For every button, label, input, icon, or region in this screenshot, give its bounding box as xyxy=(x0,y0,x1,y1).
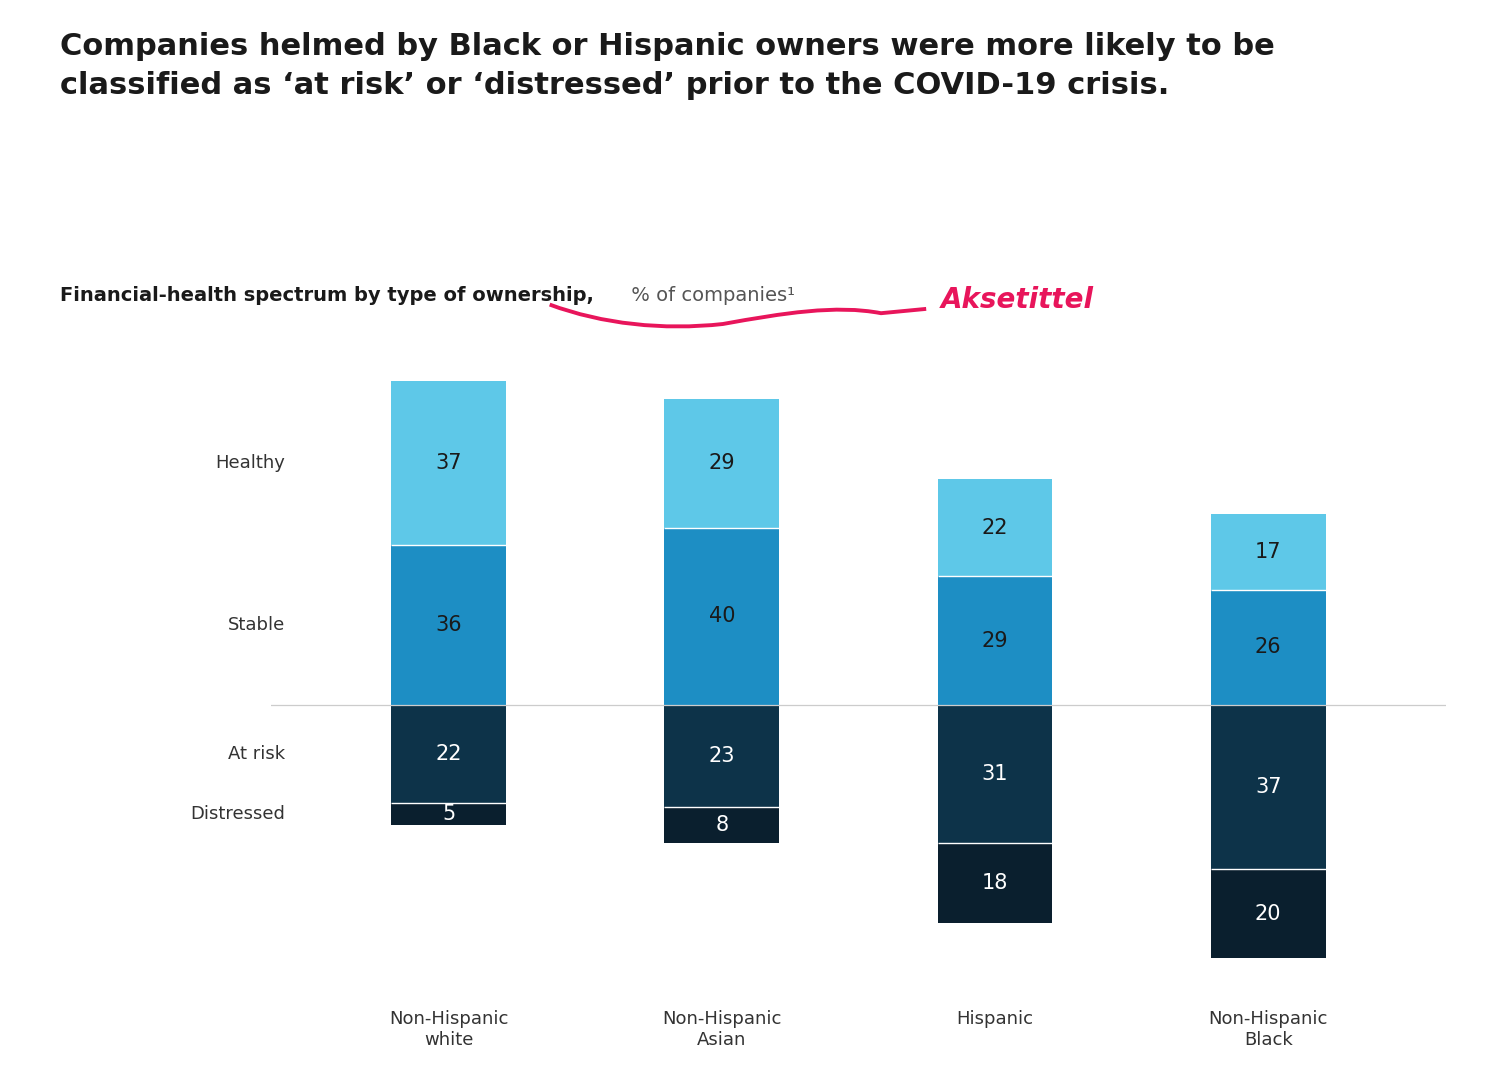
Bar xyxy=(1211,590,1325,705)
Text: Healthy: Healthy xyxy=(215,455,285,472)
Text: 29: 29 xyxy=(982,631,1009,651)
Text: Financial-health spectrum by type of ownership,: Financial-health spectrum by type of own… xyxy=(60,286,593,306)
Bar xyxy=(664,527,779,705)
Text: 17: 17 xyxy=(1254,542,1282,562)
Bar xyxy=(392,381,506,545)
Text: 29: 29 xyxy=(708,454,735,473)
Text: 18: 18 xyxy=(982,873,1008,893)
Text: 23: 23 xyxy=(709,746,735,766)
Text: 31: 31 xyxy=(982,764,1008,784)
Text: 26: 26 xyxy=(1254,637,1282,658)
Bar xyxy=(938,478,1053,577)
Text: 37: 37 xyxy=(1254,778,1282,797)
Bar xyxy=(938,577,1053,705)
Bar xyxy=(1211,514,1325,590)
Text: Companies helmed by Black or Hispanic owners were more likely to be
classified a: Companies helmed by Black or Hispanic ow… xyxy=(60,32,1276,99)
Text: 40: 40 xyxy=(709,606,735,626)
Text: 22: 22 xyxy=(435,744,462,764)
Text: 37: 37 xyxy=(435,454,462,473)
Text: Distressed: Distressed xyxy=(190,805,285,823)
Bar xyxy=(392,705,506,802)
Bar xyxy=(664,807,779,842)
Bar xyxy=(938,705,1053,842)
Text: Aksetittel: Aksetittel xyxy=(941,286,1095,314)
Text: 22: 22 xyxy=(982,517,1008,538)
Text: Stable: Stable xyxy=(227,617,285,634)
Bar xyxy=(664,399,779,527)
Text: 36: 36 xyxy=(435,616,462,635)
Text: 5: 5 xyxy=(443,804,455,824)
Text: % of companies¹: % of companies¹ xyxy=(625,286,795,306)
Text: At risk: At risk xyxy=(227,745,285,762)
Bar xyxy=(1211,705,1325,869)
Bar xyxy=(1211,869,1325,958)
Bar xyxy=(664,705,779,807)
Text: 8: 8 xyxy=(715,815,729,835)
Text: 20: 20 xyxy=(1254,904,1282,923)
Bar xyxy=(392,802,506,825)
Bar xyxy=(392,545,506,705)
Bar xyxy=(938,842,1053,922)
